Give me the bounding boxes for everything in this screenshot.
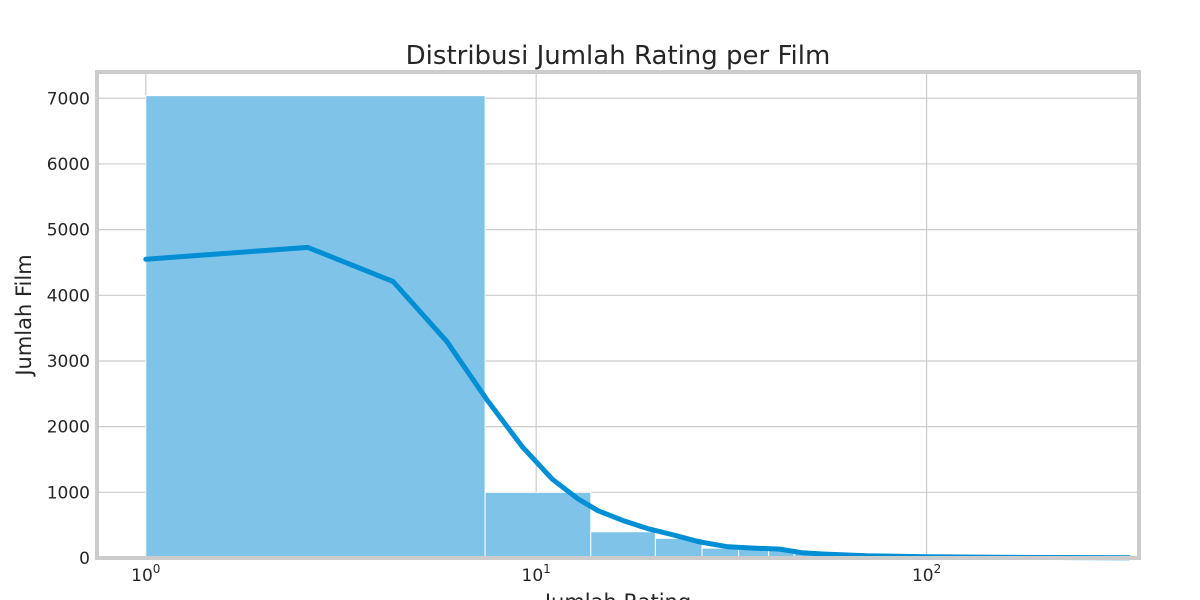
- y-tick-label-3: 3000: [47, 352, 90, 372]
- y-tick-labels: 0 1000 2000 3000 4000 5000 6000 7000: [47, 89, 90, 569]
- plot-frame: [95, 70, 1141, 560]
- histogram-bar-2: [590, 531, 656, 559]
- histogram-bars: [145, 95, 1130, 559]
- y-tick-label-0: 0: [79, 549, 90, 569]
- y-tick-label-5: 5000: [47, 221, 90, 241]
- kde-curve-group: [143, 244, 1132, 561]
- y-tick-label-7: 7000: [47, 89, 90, 109]
- x-tick-label-0: 100: [131, 562, 160, 586]
- y-tick-label-4: 4000: [47, 286, 90, 306]
- x-tick-label-1: 101: [522, 562, 551, 586]
- y-tick-label-2: 2000: [47, 418, 90, 438]
- y-tick-label-6: 6000: [47, 155, 90, 175]
- x-axis-label: Jumlah Rating: [543, 590, 691, 600]
- x-tick-label-2: 102: [912, 562, 941, 586]
- y-tick-label-1: 1000: [47, 483, 90, 503]
- histogram-bar-0: [145, 95, 486, 559]
- y-axis-label: Jumlah Film: [12, 254, 36, 377]
- kde-curve: [143, 244, 1132, 561]
- x-tick-labels: 100 101 102: [131, 562, 941, 586]
- histogram-bar-1: [484, 491, 592, 559]
- chart-title: Distribusi Jumlah Rating per Film: [406, 41, 831, 71]
